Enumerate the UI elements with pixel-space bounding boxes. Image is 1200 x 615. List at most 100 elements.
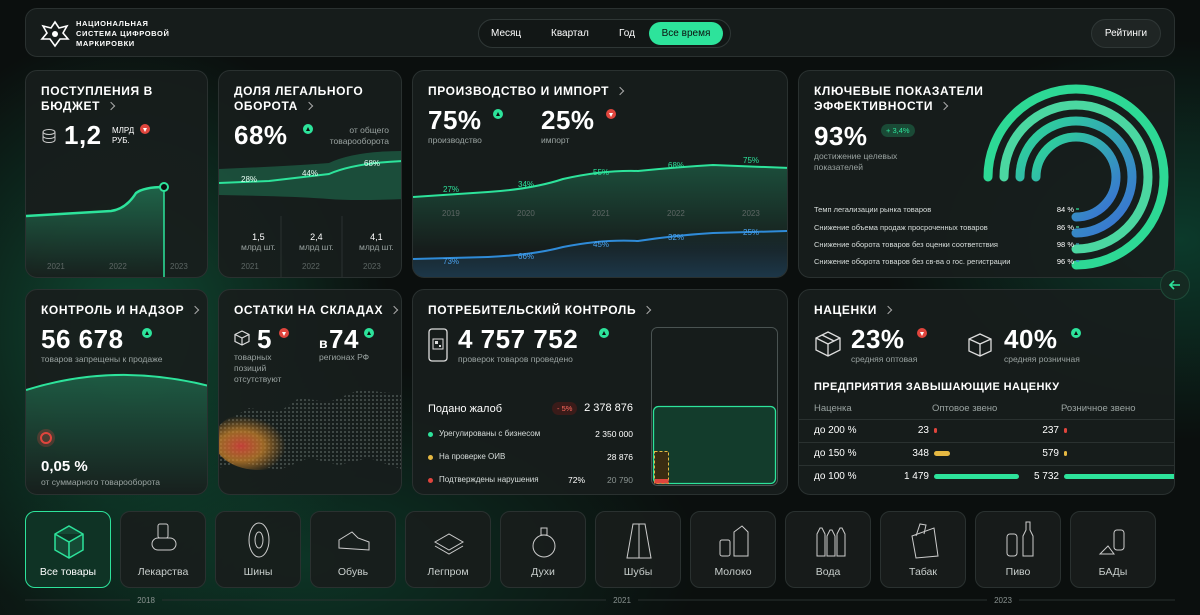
year-label: 2021 xyxy=(47,262,65,271)
stock-regions-value: 74 xyxy=(329,324,359,354)
retail-count: 5 732 xyxy=(1033,471,1059,482)
table-divider xyxy=(799,419,1174,420)
volume-value: 2,4 xyxy=(310,232,323,242)
category-icon xyxy=(338,531,370,551)
trend-down-icon xyxy=(606,109,616,119)
ratings-button[interactable]: Рейтинги xyxy=(1091,19,1161,48)
ring-arc xyxy=(983,84,1169,270)
category-icon xyxy=(248,522,270,558)
stock-card: ОСТАТКИ НА СКЛАДАХ 5 товарных позиций от… xyxy=(218,289,402,495)
import-point-label: 25% xyxy=(743,228,760,237)
header: НАЦИОНАЛЬНАЯ СИСТЕМА ЦИФРОВОЙ МАРКИРОВКИ… xyxy=(25,8,1175,57)
kpi-note: достижение целевых показателей xyxy=(814,151,898,172)
status-share: 72% xyxy=(568,475,586,485)
category-tile[interactable]: Табак xyxy=(880,511,966,588)
element xyxy=(435,341,438,344)
category-tile[interactable]: Обувь xyxy=(310,511,396,588)
element: НАЦЕНКИ xyxy=(814,303,877,317)
status-value: 28 876 xyxy=(607,452,633,462)
period-tab[interactable]: Квартал xyxy=(551,28,589,39)
logo-line: СИСТЕМА ЦИФРОВОЙ xyxy=(76,29,170,38)
category-tile[interactable]: Вода xyxy=(785,511,871,588)
period-tab[interactable]: Месяц xyxy=(491,28,522,39)
category-tile[interactable]: Все товары xyxy=(25,511,111,588)
category-tile[interactable]: Легпром xyxy=(405,511,491,588)
element xyxy=(432,338,444,350)
import-label: импорт xyxy=(541,135,570,145)
category-tile[interactable]: Духи xyxy=(500,511,586,588)
retail-count: 579 xyxy=(1042,448,1059,459)
card-title[interactable]: ПРОИЗВОДСТВО И ИМПОРТ xyxy=(428,84,728,99)
box-icon xyxy=(815,331,841,357)
card-title[interactable]: КОНТРОЛЬ И НАДЗОР xyxy=(41,303,207,318)
category-label: Пиво xyxy=(1005,566,1031,578)
category-label: Лекарства xyxy=(137,566,189,578)
import-point-label: 66% xyxy=(518,252,535,261)
category-tile[interactable]: Молоко xyxy=(690,511,776,588)
count-bar xyxy=(1064,428,1067,433)
chevron-icon xyxy=(615,86,625,96)
status-label: Подтверждены нарушения xyxy=(439,475,539,484)
element: КОНТРОЛЬ И НАДЗОР xyxy=(41,303,185,317)
period-tab[interactable]: Год xyxy=(619,28,635,39)
element xyxy=(1098,545,1115,555)
production-value: 75% xyxy=(428,105,482,135)
volume-value: 4,1 xyxy=(370,232,383,242)
card-title[interactable]: ОСТАТКИ НА СКЛАДАХ xyxy=(234,303,401,318)
trend-down-icon xyxy=(279,328,289,338)
control-card: КОНТРОЛЬ И НАДЗОР 56 678 товаров запреще… xyxy=(25,289,208,495)
element: ПОТРЕБИТЕЛЬСКИЙ КОНТРОЛЬ xyxy=(428,303,637,317)
category-label: Все товары xyxy=(39,566,97,578)
kpi-row-label: Темп легализации рынка товаров xyxy=(814,205,932,214)
box-icon xyxy=(968,333,992,357)
element xyxy=(540,527,548,536)
wholesale-count: 1 479 xyxy=(903,471,929,482)
element xyxy=(26,373,207,391)
complaints-value: 2 378 876 xyxy=(584,402,633,414)
volume-unit: млрд шт. xyxy=(359,242,394,252)
budget-unit: МЛРД РУБ. xyxy=(112,126,135,145)
retail-count: 237 xyxy=(1042,425,1059,436)
element xyxy=(413,231,787,277)
category-tile[interactable]: Лекарства xyxy=(120,511,206,588)
year-label: 2023 xyxy=(742,209,760,218)
element xyxy=(234,330,250,346)
table-divider xyxy=(799,442,1174,443)
retail-value: 40% xyxy=(1004,324,1058,354)
card-title[interactable]: ПОСТУПЛЕНИЯ В БЮДЖЕТ xyxy=(41,84,181,114)
card-title[interactable]: НАЦЕНКИ xyxy=(814,303,954,318)
category-tile[interactable]: Шубы xyxy=(595,511,681,588)
budget-chart xyxy=(26,182,169,277)
card-title[interactable]: ПОТРЕБИТЕЛЬСКИЙ КОНТРОЛЬ xyxy=(428,303,728,318)
wholesale-label: средняя оптовая xyxy=(851,354,918,364)
trend-icon xyxy=(599,328,609,338)
production-card: ПРОИЗВОДСТВО И ИМПОРТ 75% производство 2… xyxy=(412,70,788,278)
element xyxy=(532,534,556,558)
table-header: Розничное звено xyxy=(1061,403,1136,414)
element xyxy=(159,182,169,192)
card-title[interactable]: ДОЛЯ ЛЕГАЛЬНОГО ОБОРОТА xyxy=(234,84,374,114)
card-title[interactable]: КЛЮЧЕВЫЕ ПОКАЗАТЕЛИ ЭФФЕКТИВНОСТИ xyxy=(814,84,1004,114)
element xyxy=(42,129,56,135)
control-share-note: от суммарного товарооборота xyxy=(41,477,161,487)
timeline: 2018 2021 2023 xyxy=(25,596,1175,605)
trend-up-icon xyxy=(493,109,503,119)
stock-items-note: товарных позиций отсутствуют xyxy=(234,352,282,384)
element xyxy=(40,432,52,444)
legal-share-card: ДОЛЯ ЛЕГАЛЬНОГО ОБОРОТА 68% от общего то… xyxy=(218,70,402,278)
volume: 2,4 млрд шт. xyxy=(299,232,334,253)
element xyxy=(815,331,841,357)
element xyxy=(26,374,207,494)
wholesale-count: 348 xyxy=(912,448,929,459)
category-label: Шины xyxy=(243,566,273,578)
category-tile[interactable]: Шины xyxy=(215,511,301,588)
year-label: 2021 xyxy=(241,262,259,271)
category-label: Табак xyxy=(909,566,937,578)
collapse-button[interactable] xyxy=(1160,270,1190,300)
category-tile[interactable]: БАДы xyxy=(1070,511,1156,588)
category-tile[interactable]: Пиво xyxy=(975,511,1061,588)
trend-down-icon xyxy=(140,124,150,134)
period-tab-active[interactable]: Все время xyxy=(649,22,723,45)
category-icon xyxy=(1098,529,1125,555)
